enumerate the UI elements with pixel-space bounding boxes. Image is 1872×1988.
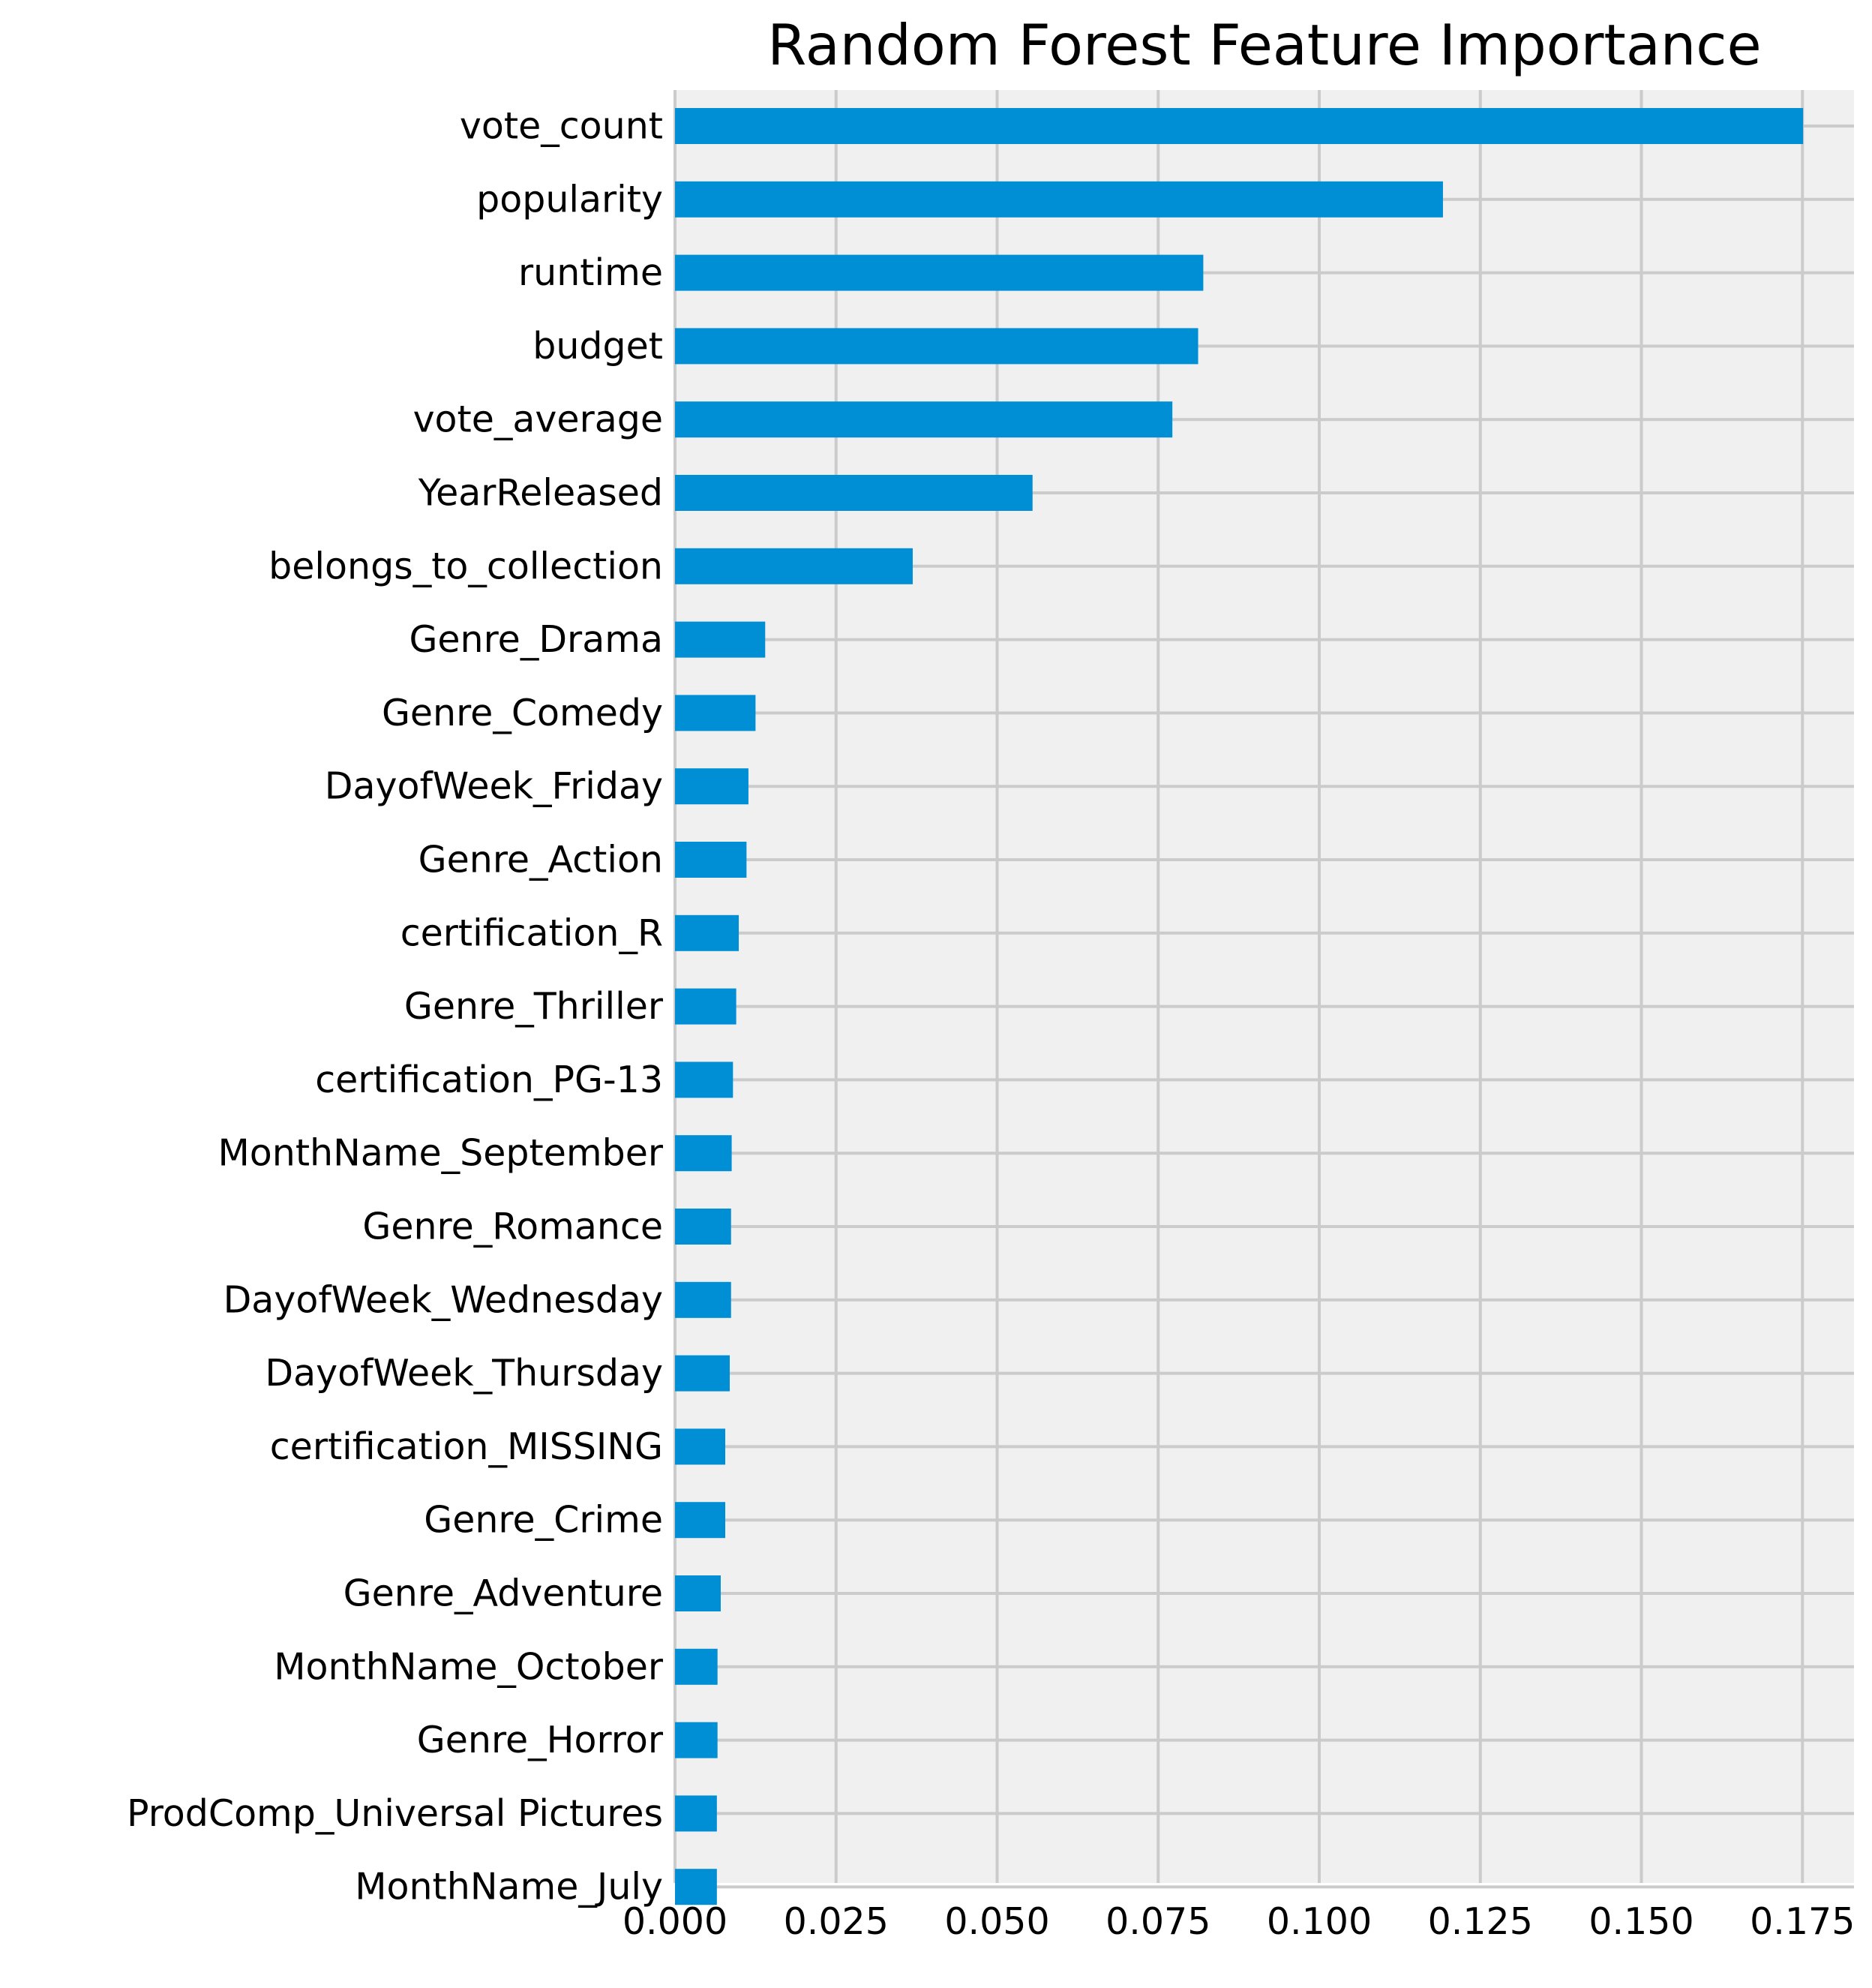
bar — [675, 254, 1204, 291]
category-label: Genre_Thriller — [404, 985, 664, 1028]
bar — [675, 1575, 721, 1611]
bars — [675, 108, 1804, 1905]
category-label: Genre_Horror — [417, 1719, 664, 1761]
category-label: Genre_Action — [418, 839, 663, 881]
bar — [675, 1869, 717, 1905]
x-tick-label: 0.150 — [1588, 1900, 1694, 1943]
x-tick-label: 0.050 — [944, 1900, 1049, 1943]
bar — [675, 1722, 718, 1758]
bar — [675, 914, 740, 951]
bar — [675, 181, 1443, 218]
category-label: DayofWeek_Thursday — [265, 1352, 663, 1395]
bar — [675, 1281, 731, 1318]
chart-title: Random Forest Feature Importance — [767, 12, 1761, 78]
category-label: vote_average — [413, 398, 663, 441]
bar — [675, 108, 1804, 144]
x-tick-label: 0.175 — [1750, 1900, 1855, 1943]
bar — [675, 1355, 730, 1392]
bar — [675, 328, 1198, 365]
category-label: budget — [532, 325, 663, 368]
bar — [675, 475, 1033, 511]
bar — [675, 988, 736, 1025]
bar — [675, 695, 756, 731]
category-label: Genre_Adventure — [344, 1572, 663, 1615]
x-tick-label: 0.125 — [1428, 1900, 1533, 1943]
x-tick-label: 0.000 — [622, 1900, 728, 1943]
category-label: YearReleased — [418, 472, 663, 515]
category-label: MonthName_July — [355, 1866, 663, 1908]
category-label: popularity — [476, 178, 663, 221]
category-label: MonthName_September — [218, 1132, 664, 1175]
bar — [675, 1648, 718, 1685]
category-label: vote_count — [460, 105, 663, 148]
category-label: DayofWeek_Wednesday — [224, 1278, 663, 1321]
category-label: ProdComp_Universal Pictures — [127, 1792, 663, 1835]
plot-area-background — [675, 90, 1854, 1883]
bar — [675, 621, 766, 658]
category-label: belongs_to_collection — [268, 545, 663, 587]
bar — [675, 401, 1173, 438]
category-label: Genre_Drama — [409, 618, 663, 661]
category-label: Genre_Romance — [362, 1206, 663, 1248]
category-label: DayofWeek_Friday — [325, 765, 663, 808]
bar — [675, 1062, 734, 1098]
category-label: Genre_Crime — [424, 1499, 663, 1542]
bar — [675, 1209, 731, 1245]
category-label: runtime — [518, 251, 663, 294]
category-label: certification_R — [400, 911, 663, 954]
bar — [675, 1428, 726, 1465]
bar — [675, 548, 913, 584]
bar — [675, 1502, 726, 1539]
x-tick-label: 0.075 — [1106, 1900, 1210, 1943]
x-tick-labels: 0.000 0.025 0.050 0.075 0.100 0.125 0.150 0.175 — [622, 1900, 1856, 1943]
category-label: certification_PG-13 — [315, 1059, 663, 1101]
bar — [675, 1795, 717, 1832]
x-tick-label: 0.100 — [1267, 1900, 1372, 1943]
bar — [675, 842, 747, 878]
x-tick-label: 0.025 — [784, 1900, 889, 1943]
category-label: MonthName_October — [274, 1645, 664, 1688]
category-label: Genre_Comedy — [382, 692, 663, 734]
category-labels: vote_count popularity runtime budget vote_av… — [127, 105, 664, 1908]
bar — [675, 1135, 732, 1172]
category-label: certification_MISSING — [270, 1425, 663, 1468]
bar — [675, 768, 748, 805]
